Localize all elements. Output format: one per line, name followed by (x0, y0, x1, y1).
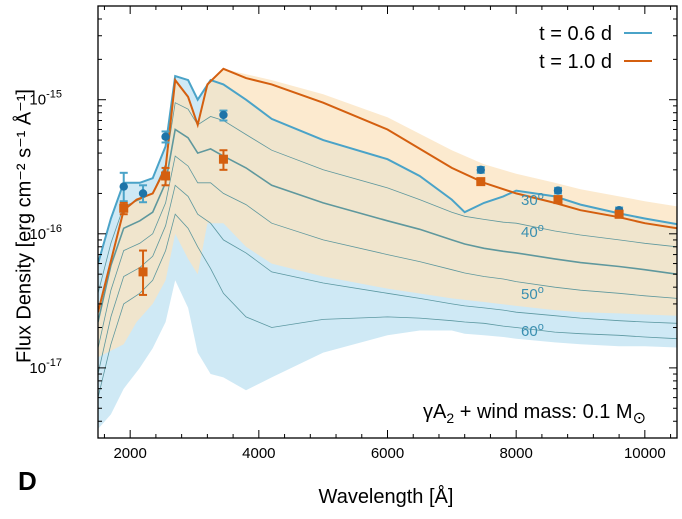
x-tick-label-4: 10000 (624, 445, 666, 462)
plot-area (98, 67, 677, 429)
point-t06-5 (553, 186, 563, 195)
angle-labels: 30o 40o 50o 60o (521, 190, 544, 340)
x-axis-label: Wavelength [Å] (318, 486, 454, 508)
series-line-t10 (98, 67, 677, 313)
point-t10-4 (476, 177, 486, 187)
point-t06-0 (119, 182, 128, 191)
point-t10-5 (553, 195, 563, 205)
point-t10-6 (614, 209, 624, 219)
panel-label: D (18, 466, 37, 496)
x-tick-label-0: 2000 (113, 445, 146, 462)
angle-contour-4 (98, 213, 677, 398)
model-annotation: γA2 + wind mass: 0.1 M⊙ (423, 401, 646, 427)
angle-contour-2 (98, 155, 677, 349)
legend: t = 0.6 d t = 1.0 d (539, 23, 652, 73)
point-t10-3 (218, 154, 228, 164)
series-line-t06 (98, 74, 677, 264)
angle-contour-3 (98, 184, 677, 375)
x-tick-label-3: 8000 (499, 445, 532, 462)
x-tick-label-1: 4000 (242, 445, 275, 462)
point-t06-1 (138, 189, 148, 198)
angle-label-50: 50o (521, 284, 544, 303)
data-points (119, 109, 624, 296)
point-t06-2 (161, 132, 170, 141)
point-t10-0 (119, 203, 129, 213)
angle-contour-1 (98, 128, 677, 323)
angle-label-40: 40o (521, 222, 544, 241)
legend-label-1: t = 1.0 d (539, 51, 612, 73)
point-t06-4 (476, 165, 485, 175)
angle-label-30: 30o (521, 190, 544, 209)
point-t06-3 (219, 110, 228, 120)
angle-label-60: 60o (521, 321, 544, 340)
point-t10-1 (138, 267, 148, 277)
legend-label-0: t = 0.6 d (539, 23, 612, 45)
point-t10-2 (161, 171, 171, 181)
band-t10 (98, 68, 677, 358)
x-tick-label-2: 6000 (371, 445, 404, 462)
